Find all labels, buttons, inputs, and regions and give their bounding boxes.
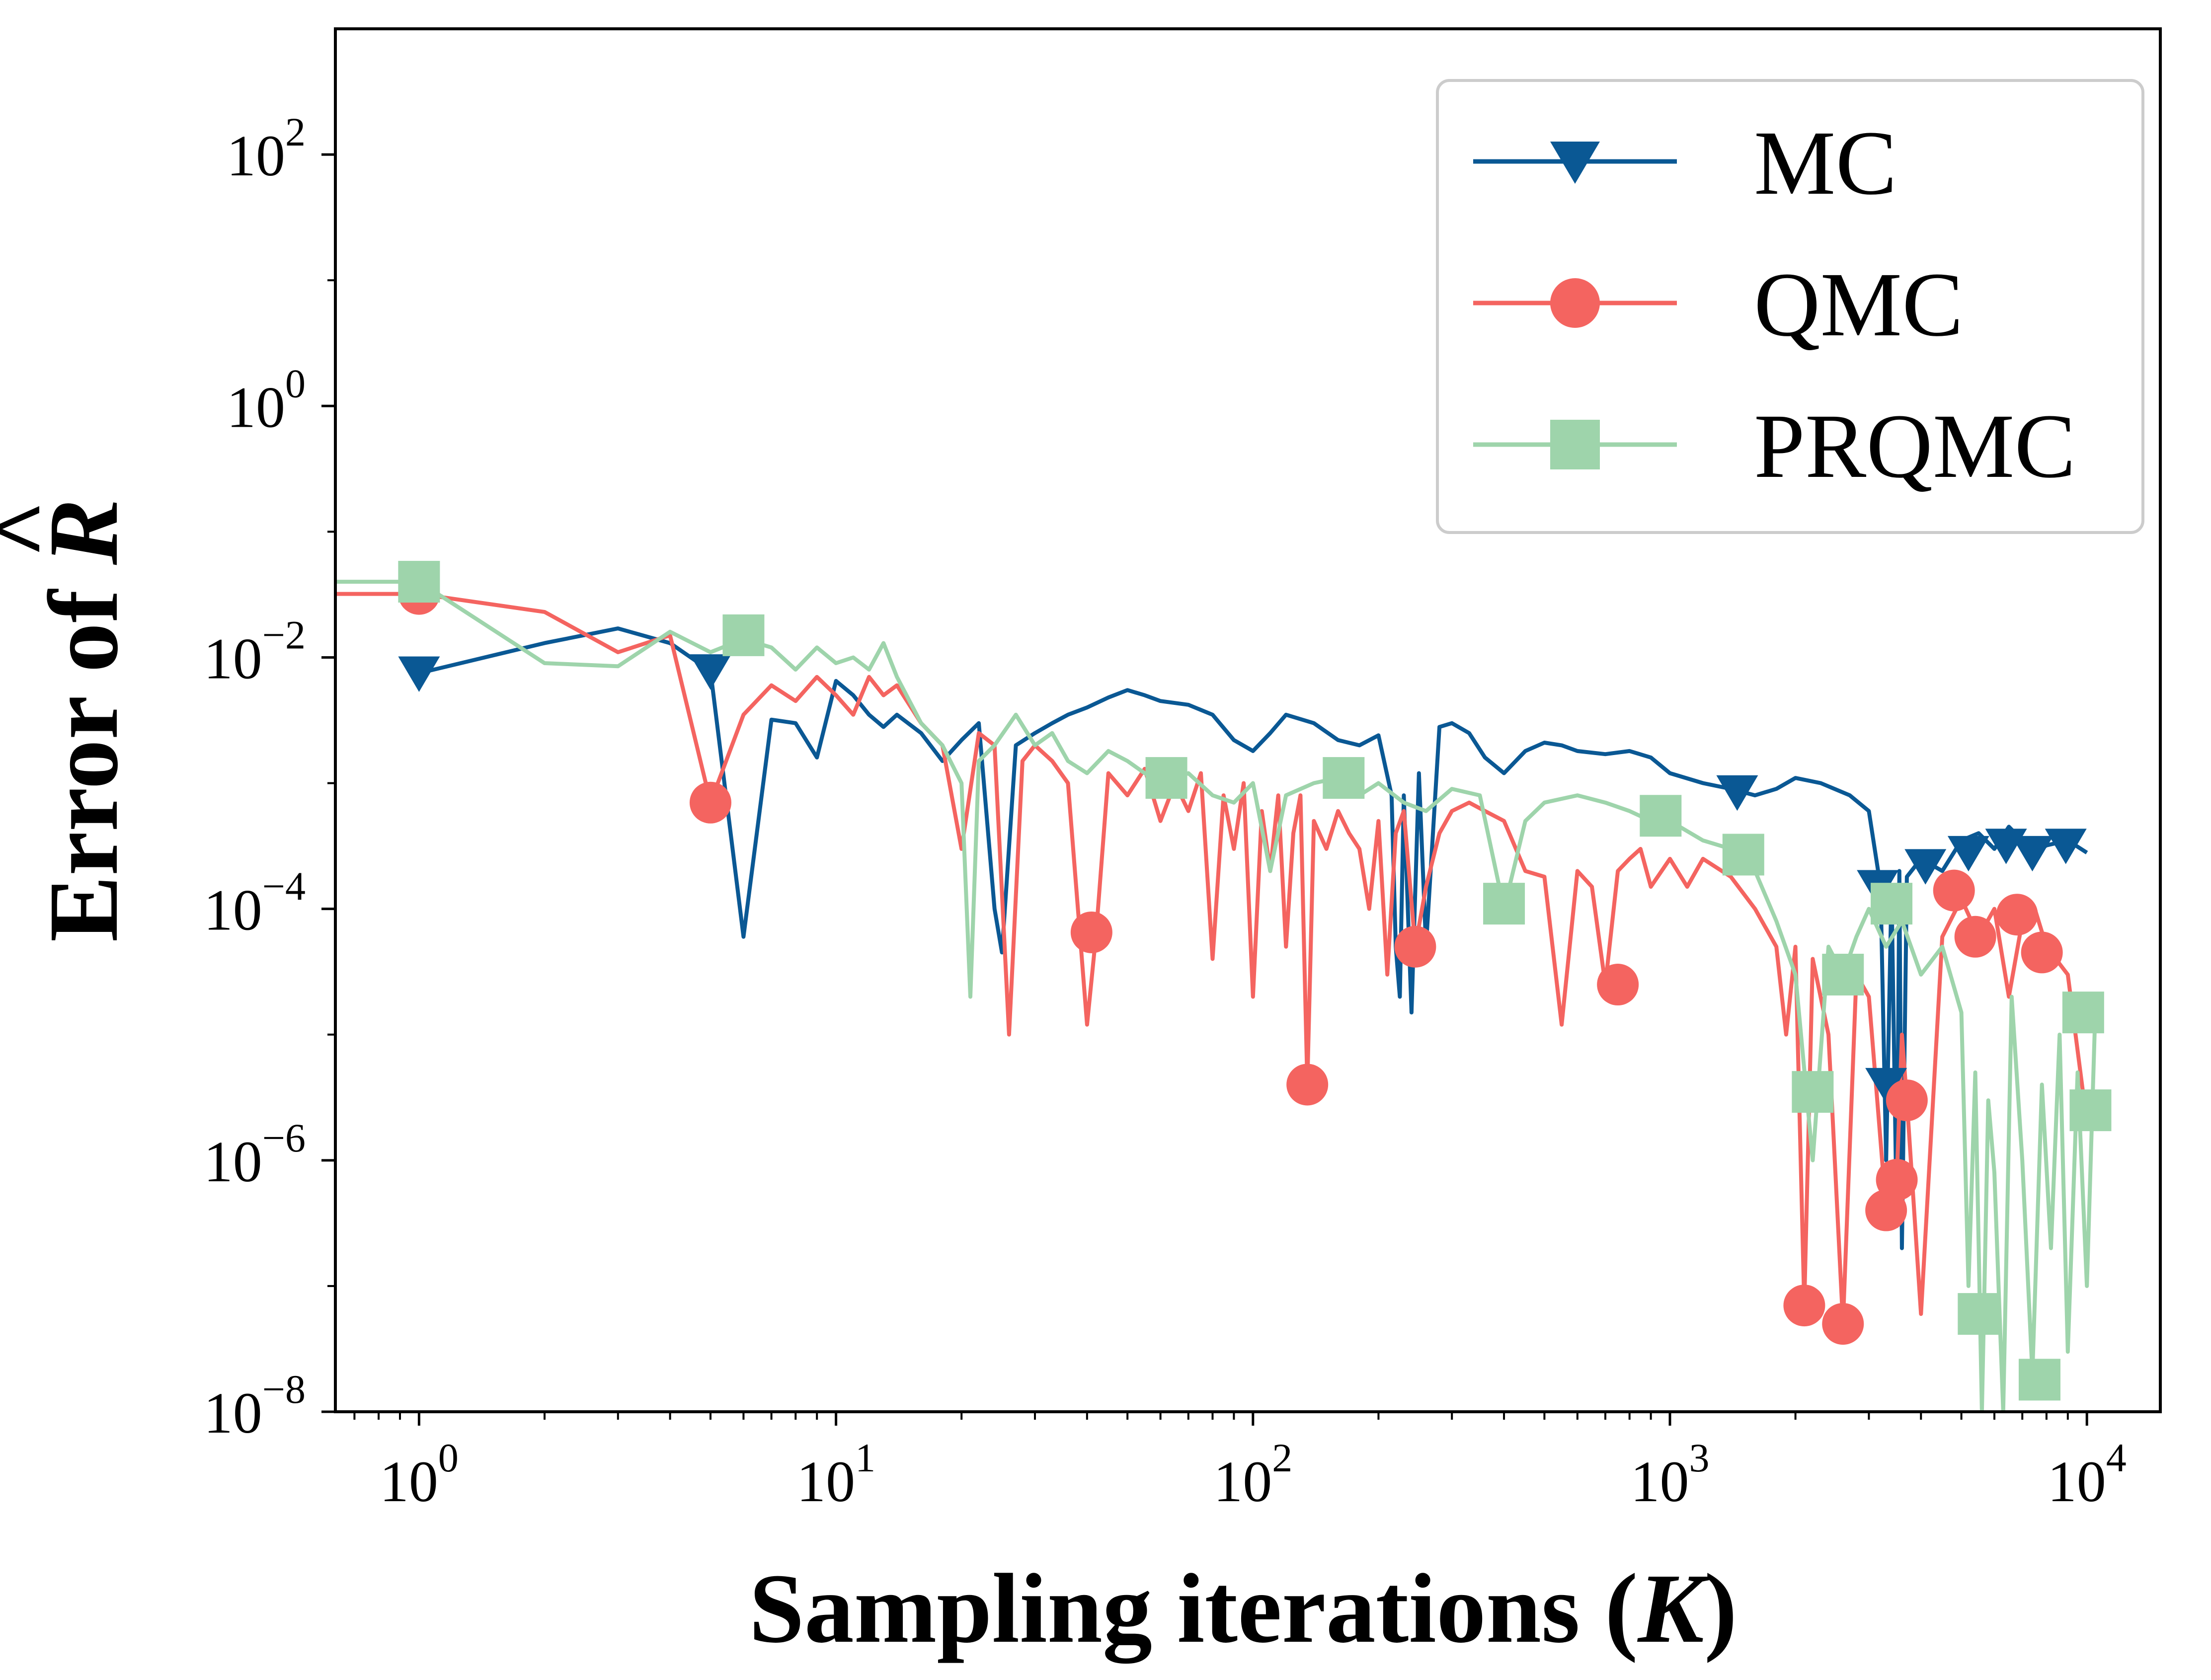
legend-label-qmc: QMC [1754, 254, 1964, 356]
x-tick-label-1: 101 [796, 1435, 875, 1514]
x-axis-title-variable: K [1637, 1554, 1710, 1664]
prqmc-marker-13 [2069, 1089, 2112, 1132]
qmc-marker-9 [1876, 1159, 1918, 1201]
prqmc-marker-10 [1958, 1293, 2000, 1335]
prqmc-marker-0 [398, 561, 440, 603]
x-tick-label-2: 102 [1213, 1435, 1292, 1514]
mc-marker-4 [1865, 1068, 1907, 1104]
qmc-marker-10 [1886, 1079, 1928, 1122]
y-tick-label-5: 10−8 [204, 1367, 306, 1446]
legend-label-prqmc: PRQMC [1754, 395, 2076, 497]
prqmc-marker-3 [1323, 757, 1365, 799]
y-tick-label-3: 10−4 [204, 864, 306, 943]
prqmc-series-line [335, 580, 2098, 1412]
mc-series-line [418, 626, 2088, 1250]
mc-marker-6 [1947, 836, 1989, 872]
x-tick-label-3: 103 [1631, 1435, 1710, 1514]
y-tick-label-1: 100 [227, 361, 306, 440]
qmc-marker-12 [1954, 916, 1996, 958]
series-layer [335, 580, 2098, 1412]
prqmc-marker-4 [1483, 883, 1525, 925]
qmc-marker-7 [1822, 1303, 1864, 1345]
y-tick-label-4: 10−6 [204, 1115, 306, 1194]
qmc-marker-5 [1597, 964, 1639, 1006]
legend: MC QMC PRQMC [1436, 79, 2144, 534]
qmc-marker-6 [1783, 1285, 1825, 1327]
legend-entry-qmc: QMC [1473, 254, 1964, 356]
mc-marker-9 [2045, 829, 2087, 864]
qmc-marker-13 [1996, 894, 2038, 936]
legend-mc-marker-0 [1550, 142, 1600, 184]
legend-entry-mc: MC [1473, 112, 1897, 214]
prqmc-marker-7 [1792, 1071, 1834, 1113]
legend-label-mc: MC [1754, 112, 1897, 214]
y-axis-title-variable: R [29, 499, 139, 565]
qmc-series-line [335, 592, 2089, 1326]
mc-marker-1 [689, 654, 731, 690]
qmc-marker-14 [2021, 931, 2063, 974]
y-tick-label-0: 102 [227, 109, 306, 188]
y-axis-title: Error of R ^ [0, 499, 139, 942]
y-tick-label-2: 10−2 [204, 612, 306, 691]
prqmc-marker-12 [2062, 992, 2104, 1034]
x-axis-title-main: Sampling iterations ( [749, 1554, 1638, 1664]
y-axis-title-hat: ^ [0, 500, 80, 558]
mc-marker-5 [1904, 849, 1947, 885]
qmc-marker-3 [1286, 1064, 1329, 1106]
mc-marker-8 [2011, 836, 2053, 872]
prqmc-marker-5 [1640, 795, 1682, 837]
plot-frame [334, 27, 2162, 1413]
x-tick-label-4: 104 [2048, 1435, 2127, 1514]
prqmc-marker-9 [1871, 883, 1913, 925]
prqmc-marker-11 [2018, 1359, 2060, 1401]
y-axis-title-main: Error of [29, 565, 139, 942]
marker-layer [398, 561, 2112, 1401]
x-axis-title: Sampling iterations (K) [749, 1554, 1737, 1664]
prqmc-marker-6 [1722, 834, 1764, 876]
qmc-marker-2 [1070, 911, 1112, 953]
legend-prqmc-marker-0 [1550, 420, 1600, 469]
prqmc-marker-2 [1145, 757, 1187, 799]
prqmc-marker-1 [722, 614, 765, 656]
x-axis-title-close: ) [1704, 1554, 1737, 1664]
x-tick-label-0: 100 [380, 1435, 459, 1514]
prqmc-marker-8 [1822, 953, 1864, 995]
svg-text:Error of R: Error of R [29, 499, 139, 942]
legend-qmc-marker-0 [1550, 278, 1600, 328]
mc-marker-2 [1716, 775, 1758, 811]
legend-box [1436, 79, 2144, 534]
mc-marker-0 [398, 656, 440, 692]
qmc-marker-4 [1394, 925, 1436, 968]
tick-layer: 100 101 102 103 104 102 100 10−2 10−4 10−6 10−8 [204, 109, 2127, 1514]
qmc-marker-1 [689, 781, 731, 824]
legend-entry-prqmc: PRQMC [1473, 395, 2076, 497]
qmc-marker-11 [1933, 869, 1975, 912]
